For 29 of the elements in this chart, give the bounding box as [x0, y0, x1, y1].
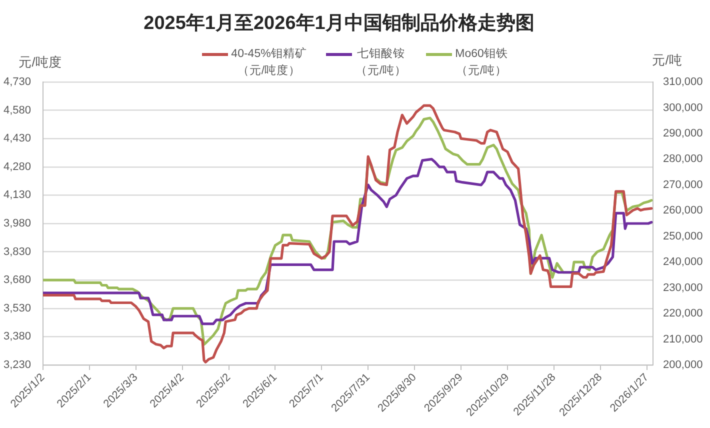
- legend-label: 40-45%钼精矿（元/吨度）: [230, 46, 308, 79]
- legend-label: Mo60钼铁（元/吨）: [454, 46, 508, 79]
- y2-tick-label: 300,000: [663, 102, 703, 114]
- y2-tick-label: 270,000: [663, 178, 703, 191]
- y-tick-label: 3,680: [3, 274, 31, 286]
- y-axis-title: 元/吨度: [18, 54, 62, 70]
- y2-tick-label: 210,000: [663, 333, 703, 346]
- y2-tick-label: 220,000: [663, 308, 703, 320]
- y2-tick-label: 200,000: [663, 359, 703, 372]
- y2-tick-label: 240,000: [663, 256, 703, 268]
- y-tick-label: 3,980: [3, 218, 31, 230]
- y2-tick-label: 260,000: [663, 204, 703, 217]
- y-tick-label: 3,830: [3, 246, 31, 258]
- y2-tick-label: 310,000: [663, 76, 703, 88]
- chart-title: 2025年1月至2026年1月中国钼制品价格走势图: [142, 12, 536, 36]
- y-tick-label: 4,580: [3, 104, 31, 116]
- y2-tick-label: 250,000: [663, 230, 703, 242]
- y2-tick-label: 290,000: [663, 127, 703, 140]
- y-tick-label: 4,130: [3, 189, 31, 202]
- y-tick-label: 4,730: [3, 76, 31, 88]
- y-tick-label: 3,380: [3, 330, 31, 343]
- y-tick-label: 4,280: [3, 160, 31, 173]
- y2-axis-title: 元/吨: [652, 52, 682, 68]
- y2-tick-label: 230,000: [663, 282, 703, 294]
- y-tick-label: 3,530: [3, 302, 31, 314]
- legend-label: 七钼酸铵（元/吨）: [354, 46, 408, 79]
- y-tick-label: 4,430: [3, 132, 31, 145]
- y-tick-label: 3,230: [3, 359, 31, 372]
- y2-tick-label: 280,000: [663, 153, 703, 166]
